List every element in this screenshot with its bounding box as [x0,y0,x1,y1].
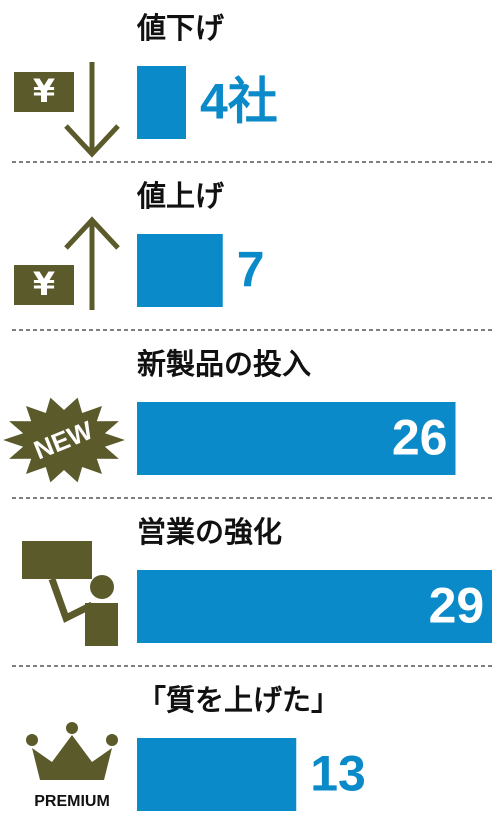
value-label: 26 [392,410,448,466]
crown-dot [26,734,38,746]
arrow-down [64,62,120,158]
value-label: 7 [237,242,265,298]
crown [32,735,112,780]
yen-box [14,265,74,305]
icons: ¥ ¥ NEW PREMIUM [3,62,125,810]
crown-dot [106,734,118,746]
new-badge [3,397,125,483]
category-label: 新製品の投入 [137,347,311,381]
bar [137,66,186,139]
yen-text: ¥ [33,265,55,303]
yen-box [14,72,74,112]
arm [48,577,94,623]
value-label: 29 [429,578,485,634]
bar [137,570,492,643]
arrow-up [64,216,120,310]
value-label: 13 [310,746,366,802]
category-label: 値上げ [136,179,225,213]
bar [137,402,456,475]
body [85,603,118,646]
yen-text: ¥ [33,72,55,110]
category-label: 営業の強化 [137,515,282,549]
sign [22,541,92,579]
category-label: 値下げ [136,11,225,45]
value-label: 4社 [200,74,278,130]
bar [137,738,297,811]
bar [137,234,223,307]
head [90,575,114,599]
crown-dot [66,722,78,734]
category-label: 「質を上げた」 [137,683,340,717]
premium-text: PREMIUM [34,793,110,810]
